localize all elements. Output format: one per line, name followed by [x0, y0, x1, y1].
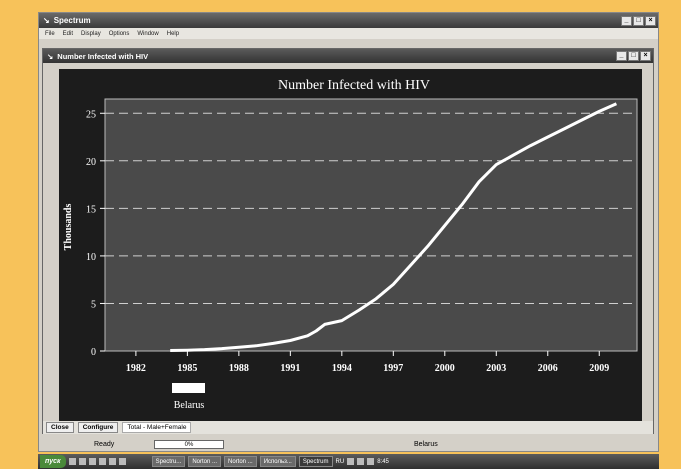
- child-minimize-button[interactable]: _: [616, 51, 627, 61]
- language-indicator[interactable]: RU: [335, 458, 345, 465]
- status-bar: Ready 0% Belarus: [39, 438, 658, 451]
- configure-button[interactable]: Configure: [77, 422, 119, 433]
- chart-title: Number Infected with HIV: [278, 78, 430, 93]
- plot-area: [104, 98, 638, 352]
- hiv-line-chart: Number Infected with HIV Thousands 0 5 10 1…: [63, 78, 638, 411]
- quicklaunch-icon[interactable]: [108, 458, 116, 465]
- quicklaunch-icon[interactable]: [98, 458, 106, 465]
- series-line-belarus: [170, 102, 618, 352]
- x-tick-label: 2000: [435, 363, 455, 374]
- taskbar-item[interactable]: Spectru...: [151, 456, 186, 467]
- x-tick-label: 1994: [332, 363, 352, 374]
- chart-window-title: Number Infected with HIV: [57, 51, 149, 61]
- quicklaunch-icon[interactable]: [78, 458, 86, 465]
- y-tick-label: 0: [91, 347, 96, 358]
- x-tick-label: 1988: [229, 363, 249, 374]
- taskbar-item[interactable]: Norton ...: [188, 456, 221, 467]
- chart-toolbar: Close Configure Total - Male+Female: [43, 421, 653, 434]
- quicklaunch-icon[interactable]: [88, 458, 96, 465]
- child-maximize-button[interactable]: □: [628, 51, 639, 61]
- tray-icon[interactable]: [357, 458, 365, 465]
- start-button[interactable]: пуск: [40, 455, 66, 468]
- app-title: Spectrum: [53, 16, 91, 25]
- taskbar: пуск Spectru... Norton ... Norton ... Ис…: [38, 454, 659, 469]
- menu-bar: File Edit Display Options Window Help: [39, 28, 658, 39]
- taskbar-item[interactable]: Spectrum: [298, 456, 333, 467]
- x-tick-label: 1985: [177, 363, 197, 374]
- x-tick-label: 1991: [280, 363, 300, 374]
- y-tick-label: 25: [86, 109, 96, 120]
- tray-icon[interactable]: [367, 458, 375, 465]
- chart-window-icon: ↘: [47, 51, 54, 61]
- chart-area: Number Infected with HIV Thousands 0 5 10 1…: [59, 69, 642, 422]
- tray-icon[interactable]: [347, 458, 355, 465]
- x-tick-label: 2006: [538, 363, 558, 374]
- taskbar-item[interactable]: Norton ...: [224, 456, 257, 467]
- legend-swatch: [172, 383, 205, 393]
- menu-file[interactable]: File: [45, 30, 55, 37]
- quicklaunch-icon[interactable]: [118, 458, 126, 465]
- menu-edit[interactable]: Edit: [62, 30, 74, 37]
- close-button[interactable]: Close: [46, 422, 74, 433]
- y-tick-label: 5: [91, 299, 96, 310]
- x-tick-label: 2009: [589, 363, 609, 374]
- menu-help[interactable]: Help: [166, 30, 180, 37]
- app-icon: ↘: [43, 16, 50, 25]
- spectrum-window: ↘ Spectrum _ □ × File Edit Display Optio…: [38, 12, 659, 452]
- menu-window[interactable]: Window: [137, 30, 159, 37]
- legend-label: Belarus: [174, 400, 205, 411]
- menu-options[interactable]: Options: [108, 30, 130, 37]
- x-tick-label: 1982: [126, 363, 146, 374]
- minimize-button[interactable]: _: [621, 15, 632, 26]
- status-country: Belarus: [414, 441, 438, 448]
- y-tick-label: 20: [86, 157, 96, 168]
- y-tick-label: 15: [86, 204, 96, 215]
- total-label: Total - Male+Female: [122, 422, 192, 433]
- chart-window: ↘ Number Infected with HIV _ □ × Number …: [42, 48, 654, 434]
- x-tick-label: 2003: [486, 363, 506, 374]
- app-title-bar: ↘ Spectrum _ □ ×: [39, 13, 658, 28]
- quicklaunch-icon[interactable]: [68, 458, 76, 465]
- child-close-button[interactable]: ×: [640, 51, 651, 61]
- progress-indicator: 0%: [154, 440, 224, 449]
- clock: 8:45: [377, 458, 389, 465]
- maximize-button[interactable]: □: [633, 15, 644, 26]
- x-tick-label: 1997: [383, 363, 403, 374]
- taskbar-item[interactable]: Использ...: [259, 456, 296, 467]
- y-tick-label: 10: [86, 252, 96, 263]
- status-ready: Ready: [94, 441, 115, 448]
- chart-window-title-bar: ↘ Number Infected with HIV _ □ ×: [43, 49, 653, 63]
- menu-display[interactable]: Display: [81, 30, 101, 37]
- y-axis-label: Thousands: [63, 204, 74, 251]
- close-window-button[interactable]: ×: [645, 15, 656, 26]
